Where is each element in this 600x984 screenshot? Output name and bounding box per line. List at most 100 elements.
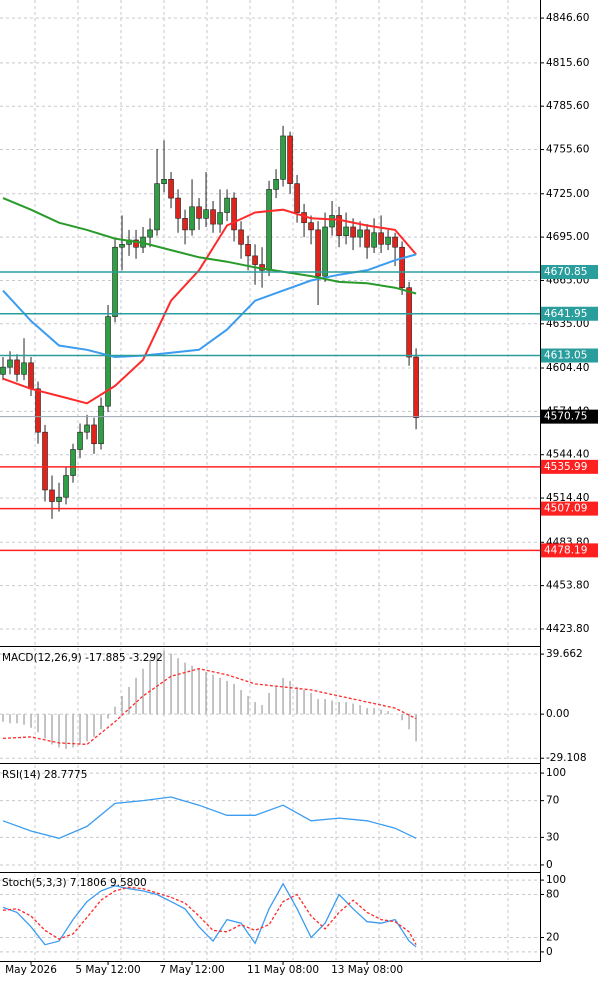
candle-body [329,215,335,228]
candle-body [322,226,328,277]
y-tick-label: 4423.80 [546,623,589,635]
candle-body [336,215,342,236]
plot-layer [0,0,540,960]
indicator-line [2,882,417,948]
y-tick-label: 4846.60 [546,12,589,24]
candle-body [175,197,181,219]
candle-body [266,189,272,271]
x-tick-label: 13 May 08:00 [331,964,403,976]
candle-body [392,236,398,248]
candle-body [161,179,167,184]
y-tick-label: 4785.60 [546,100,589,112]
y-tick-label: 30 [546,831,559,843]
candle-body [287,135,293,184]
candle-body [21,362,27,375]
y-tick-label: 20 [546,932,559,944]
candle-body [231,197,237,231]
indicator-line [2,668,417,746]
y-tick-label: 100 [546,874,566,886]
y-tick-label: 100 [546,767,566,779]
rsi-title: RSI(14) 28.7775 [2,769,87,781]
level-label-box [541,459,598,474]
candle-body [105,316,111,407]
y-tick-label: 0.00 [546,708,569,720]
candle-body [119,244,125,248]
candle-body [147,229,153,238]
indicator-line [2,796,417,839]
y-tick-label: 0 [546,946,553,958]
candle-body [0,366,6,375]
candle-body [35,388,41,433]
level-label: 4613.05 [544,350,587,362]
candle-body [357,229,363,238]
candle-body [245,244,251,257]
candle-body [343,226,349,236]
candle-body [378,232,384,245]
y-tick-label: 4635.00 [546,318,589,330]
y-tick-label: -29.108 [546,752,587,764]
candle-body [371,232,377,248]
level-label-box [541,409,598,424]
candle-body [280,135,286,180]
level-label: 4570.75 [544,411,587,423]
candle-body [196,206,202,219]
candle-body [413,356,419,419]
candle-body [91,424,97,445]
candle-body [364,229,370,248]
candle-body [189,206,195,231]
level-label-box [541,306,598,321]
indicator-line [2,208,417,405]
y-tick-label: 4755.60 [546,144,589,156]
candle-body [77,431,83,450]
candle-body [133,239,139,248]
candle-body [56,496,62,502]
candle-body [224,197,230,213]
candle-body [28,362,34,390]
level-label-box [541,543,598,558]
candle-body [273,179,279,190]
level-label-box [541,501,598,516]
level-label: 4507.09 [544,503,587,515]
candle-body [98,405,104,445]
candle-body [42,431,48,491]
y-tick-label: 4815.60 [546,57,589,69]
x-tick-label: May 2026 [5,964,57,976]
candle-body [406,287,412,358]
stoch-title: Stoch(5,3,3) 7.1806 9.5800 [2,877,147,889]
level-label-box [541,348,598,363]
candle-body [84,424,90,433]
y-tick-label: 4604.40 [546,362,589,374]
candle-body [70,449,76,476]
candle-body [252,255,258,265]
candle-body [210,209,216,225]
candle-body [182,218,188,231]
candle-body [315,229,321,277]
level-label-box [541,265,598,280]
level-label: 4478.19 [544,544,587,556]
candle-body [294,183,300,213]
indicator-line [2,197,417,295]
candle-body [112,246,118,317]
candle-body [217,212,223,225]
y-tick-label: 39.662 [546,648,583,660]
y-tick-label: 0 [546,859,553,871]
indicator-line [2,886,417,946]
level-label: 4641.95 [544,308,587,320]
y-tick-label: 4514.40 [546,492,589,504]
candle-body [308,222,314,231]
candle-body [385,236,391,245]
candle-body [7,359,13,368]
candle-body [49,489,55,502]
macd-title: MACD(12,26,9) -17.885 -3.292 [2,652,163,664]
y-tick-label: 4725.00 [546,188,589,200]
level-label: 4535.99 [544,461,587,473]
x-tick-label: 11 May 08:00 [247,964,319,976]
y-tick-label: 70 [546,795,559,807]
x-tick-label: 5 May 12:00 [75,964,140,976]
candle-body [399,246,405,288]
x-tick-label: 7 May 12:00 [159,964,224,976]
candle-body [238,229,244,245]
level-label: 4670.85 [544,266,587,278]
